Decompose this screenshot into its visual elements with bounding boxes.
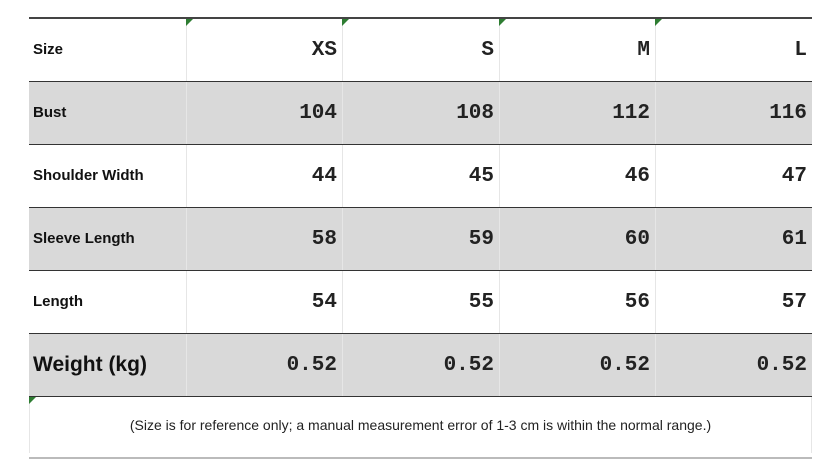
row-label: Bust xyxy=(33,104,67,121)
size-table: Size XS S M L Bust 104 108 112 116 Shoulder Width 4… xyxy=(29,17,812,459)
cell-value: 45 xyxy=(342,145,499,207)
row-label: Shoulder Width xyxy=(33,167,144,184)
header-row: Size XS S M L xyxy=(29,19,812,82)
cell-value: 55 xyxy=(342,271,499,333)
cell-value: 46 xyxy=(499,145,655,207)
cell-value: 59 xyxy=(342,208,499,270)
cell-value: 116 xyxy=(655,82,812,144)
row-label: Length xyxy=(33,293,83,310)
corner-marker xyxy=(655,19,662,26)
cell-value: XS xyxy=(186,19,342,81)
corner-marker xyxy=(499,19,506,26)
cell-value: 104 xyxy=(186,82,342,144)
row-label: Sleeve Length xyxy=(33,230,135,247)
cell-value: 56 xyxy=(499,271,655,333)
row-label: Weight (kg) xyxy=(33,353,147,376)
cell-value: 0.52 xyxy=(499,334,655,396)
corner-marker xyxy=(342,19,349,26)
cell-value: 0.52 xyxy=(655,334,812,396)
cell-value: 108 xyxy=(342,82,499,144)
cell-value: 0.52 xyxy=(342,334,499,396)
cell-value: 0.52 xyxy=(186,334,342,396)
cell-value: S xyxy=(342,19,499,81)
footnote: (Size is for reference only; a manual me… xyxy=(29,397,812,453)
table-row: Shoulder Width 44 45 46 47 xyxy=(29,145,812,208)
table-row: Weight (kg) 0.52 0.52 0.52 0.52 xyxy=(29,334,812,397)
cell-value: 60 xyxy=(499,208,655,270)
cell-value: 58 xyxy=(186,208,342,270)
cell-value: L xyxy=(655,19,812,81)
corner-marker xyxy=(186,19,193,26)
cell-value: 112 xyxy=(499,82,655,144)
cell-value: 61 xyxy=(655,208,812,270)
table-row: Length 54 55 56 57 xyxy=(29,271,812,334)
table-row: Sleeve Length 58 59 60 61 xyxy=(29,208,812,271)
corner-marker xyxy=(29,397,36,404)
cell-value: 44 xyxy=(186,145,342,207)
row-label: Size xyxy=(33,41,64,58)
cell-value: 47 xyxy=(655,145,812,207)
cell-value: M xyxy=(499,19,655,81)
table-row: Bust 104 108 112 116 xyxy=(29,82,812,145)
cell-value: 54 xyxy=(186,271,342,333)
cell-value: 57 xyxy=(655,271,812,333)
